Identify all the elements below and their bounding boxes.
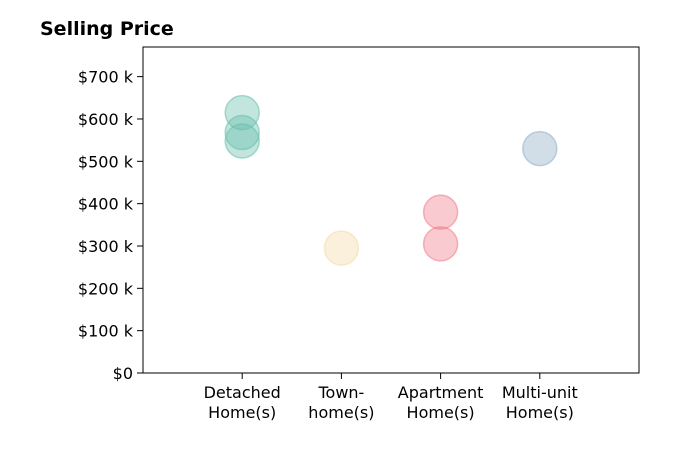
- data-point: [323, 230, 360, 266]
- data-point: [224, 114, 260, 151]
- x-tick-label: Multi-unit: [502, 383, 578, 402]
- x-tick-label: Home(s): [407, 403, 475, 422]
- data-point: [522, 130, 558, 167]
- data-point: [224, 123, 260, 159]
- y-tick-label: $500 k: [78, 152, 134, 171]
- x-axis: DetachedHome(s)Town-home(s)ApartmentHome…: [204, 373, 578, 422]
- x-tick-label: home(s): [308, 403, 374, 422]
- y-tick-label: $700 k: [78, 68, 134, 87]
- y-tick-label: $200 k: [78, 279, 134, 298]
- plot-area: [142, 46, 640, 374]
- y-tick-label: $600 k: [78, 110, 134, 129]
- y-tick-label: $300 k: [78, 237, 134, 256]
- x-tick-label: Detached: [204, 383, 281, 402]
- data-point: [422, 226, 459, 262]
- y-tick-label: $0: [113, 364, 133, 383]
- y-axis: $0 $100 k $200 k $300 k $400 k $500 k $600 k $7…: [78, 68, 143, 383]
- x-tick-label: Apartment: [398, 383, 484, 402]
- data-point: [224, 94, 260, 131]
- x-tick-label: Home(s): [208, 403, 276, 422]
- x-tick-label: Home(s): [506, 403, 574, 422]
- data-points: [224, 94, 558, 266]
- y-tick-label: $100 k: [78, 322, 134, 341]
- x-tick-label: Town-: [317, 383, 364, 402]
- y-tick-label: $400 k: [78, 195, 134, 214]
- chart-title: Selling Price: [40, 18, 174, 40]
- data-point: [422, 194, 459, 230]
